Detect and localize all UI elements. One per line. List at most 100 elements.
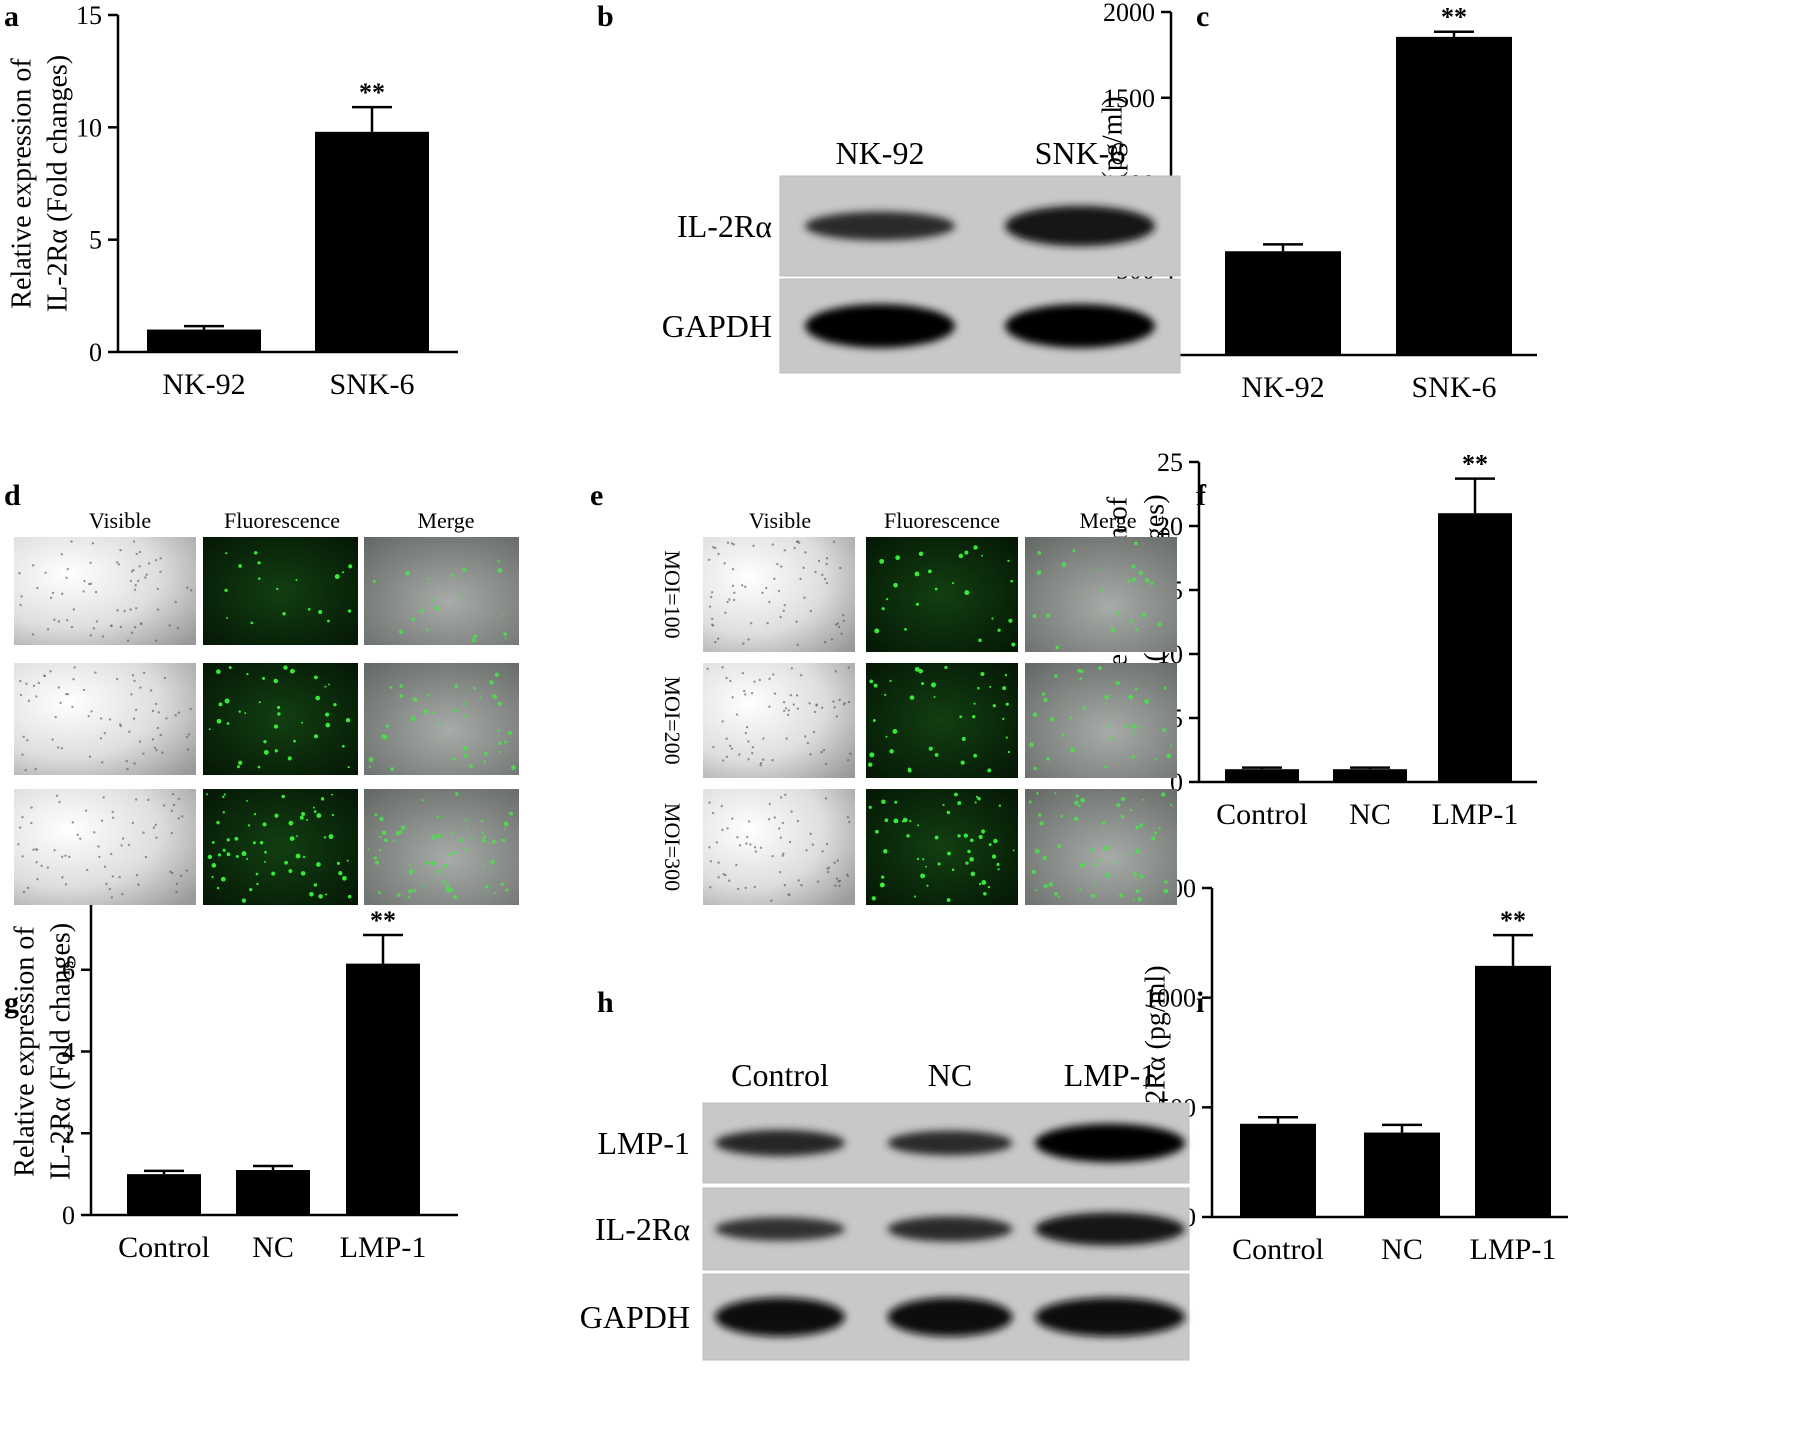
cell-dot bbox=[91, 542, 95, 545]
fluorescent-cell bbox=[1075, 794, 1079, 798]
cell-dot bbox=[51, 738, 54, 741]
cell-dot bbox=[56, 746, 60, 749]
cell-dot bbox=[185, 735, 189, 739]
fluorescent-cell bbox=[1131, 577, 1137, 582]
y-axis-title: IL-2Rα (Fold changes) bbox=[42, 55, 73, 312]
fluorescent-cell bbox=[1163, 686, 1167, 690]
fluorescent-cell bbox=[378, 848, 382, 852]
cell-dot bbox=[140, 622, 143, 625]
fluorescent-cell bbox=[398, 829, 403, 834]
blot-row-label: GAPDH bbox=[662, 308, 772, 344]
cell-dot bbox=[142, 831, 145, 834]
cell-dot bbox=[803, 596, 806, 599]
fluorescent-cell bbox=[216, 718, 222, 724]
fluorescent-cell bbox=[934, 835, 939, 840]
fluorescent-cell bbox=[262, 822, 267, 827]
cell-dot bbox=[726, 600, 729, 604]
cell-dot bbox=[707, 558, 711, 561]
fluorescent-cell bbox=[238, 710, 241, 713]
cell-dot bbox=[26, 739, 29, 742]
fluorescent-cell bbox=[884, 693, 887, 696]
fluorescent-cell bbox=[992, 704, 996, 708]
fluorescent-cell bbox=[1136, 878, 1139, 881]
lane-label: SNK-6 bbox=[1035, 135, 1126, 171]
cell-dot bbox=[706, 667, 709, 671]
cell-dot bbox=[101, 761, 104, 764]
fluorescent-cell bbox=[1100, 588, 1104, 592]
cell-dot bbox=[744, 585, 747, 589]
cell-dot bbox=[847, 666, 850, 669]
fluorescent-cell bbox=[410, 716, 416, 722]
fluorescent-cell bbox=[313, 734, 318, 739]
fluorescent-cell bbox=[893, 582, 898, 588]
cell-dot bbox=[736, 887, 740, 891]
fluorescent-cell bbox=[211, 863, 217, 868]
cell-dot bbox=[713, 546, 717, 550]
cell-dot bbox=[809, 753, 812, 756]
fluorescent-cell bbox=[1105, 872, 1111, 878]
merge-image bbox=[364, 789, 519, 905]
fluorescent-cell bbox=[250, 621, 254, 625]
fluorescent-cell bbox=[452, 894, 458, 900]
cell-dot bbox=[747, 820, 751, 823]
fluorescent-cell bbox=[1095, 863, 1099, 867]
fluorescent-cell bbox=[1033, 766, 1037, 771]
fluorescent-cell bbox=[381, 830, 387, 836]
blot-row-label: IL-2Rα bbox=[677, 208, 772, 244]
fluorescent-cell bbox=[957, 801, 962, 806]
cell-dot bbox=[117, 563, 121, 566]
cell-dot bbox=[22, 735, 25, 739]
fluorescent-cell bbox=[216, 886, 220, 890]
cell-dot bbox=[144, 576, 147, 579]
fluorescent-cell bbox=[978, 882, 982, 886]
cell-dot bbox=[70, 625, 74, 629]
fluorescent-cell bbox=[1144, 578, 1150, 583]
fluorescent-cell bbox=[412, 697, 418, 702]
cell-dot bbox=[116, 609, 119, 612]
fluorescent-cell bbox=[902, 817, 908, 823]
fluorescent-cell bbox=[256, 882, 259, 886]
fluorescent-cell bbox=[981, 829, 986, 834]
x-category-label: SNK-6 bbox=[1411, 371, 1496, 404]
cell-dot bbox=[846, 759, 850, 762]
fluorescent-cell bbox=[436, 869, 441, 874]
fluorescent-cell bbox=[1082, 705, 1086, 710]
cell-dot bbox=[32, 684, 36, 688]
cell-dot bbox=[159, 570, 162, 573]
cell-dot bbox=[138, 565, 141, 568]
fluorescent-cell bbox=[1073, 816, 1079, 822]
fluorescent-cell bbox=[884, 818, 889, 823]
cell-dot bbox=[129, 608, 132, 611]
cell-dot bbox=[110, 852, 113, 856]
fluorescent-cell bbox=[1116, 611, 1121, 616]
fluorescent-cell bbox=[1046, 613, 1051, 618]
cell-dot bbox=[129, 579, 133, 583]
fluorescent-cell bbox=[425, 628, 429, 631]
fluorescent-cell bbox=[1028, 800, 1032, 804]
cell-dot bbox=[73, 666, 76, 669]
fluorescent-cell bbox=[263, 749, 269, 755]
cell-dot bbox=[747, 638, 750, 641]
fluorescent-cell bbox=[881, 607, 885, 611]
cell-dot bbox=[151, 738, 155, 741]
fluorescent-cell bbox=[368, 757, 374, 763]
fluorescent-cell bbox=[920, 873, 926, 879]
cell-dot bbox=[731, 584, 735, 587]
fluorescent-cell bbox=[216, 669, 221, 675]
fluorescent-cell bbox=[1090, 847, 1095, 852]
fluorescent-cell bbox=[933, 696, 936, 699]
protein-band bbox=[715, 1129, 845, 1157]
cell-dot bbox=[177, 797, 181, 801]
cell-dot bbox=[100, 717, 103, 720]
cell-dot bbox=[71, 821, 75, 824]
cell-dot bbox=[761, 758, 765, 761]
fluorescent-cell bbox=[318, 894, 323, 899]
cell-dot bbox=[804, 735, 807, 738]
blot-row-label: GAPDH bbox=[580, 1299, 690, 1335]
cell-dot bbox=[147, 798, 150, 802]
cell-dot bbox=[97, 845, 100, 848]
cell-dot bbox=[725, 755, 729, 759]
cell-dot bbox=[176, 626, 180, 630]
cell-dot bbox=[711, 811, 715, 815]
fluorescent-cell bbox=[498, 741, 502, 746]
